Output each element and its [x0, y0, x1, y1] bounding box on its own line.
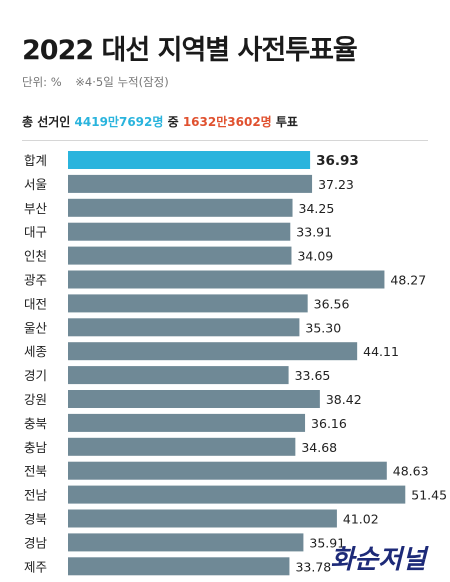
- value-label: 48.63: [393, 464, 429, 479]
- value-label: 35.91: [309, 535, 345, 550]
- category-label: 제주: [24, 559, 47, 574]
- category-label: 강원: [24, 392, 47, 407]
- cumulative-note: ※4·5일 누적(잠정): [75, 75, 169, 89]
- unit-label: 단위: %: [22, 75, 62, 89]
- value-label: 38.42: [326, 392, 362, 407]
- value-label: 41.02: [343, 512, 379, 527]
- value-label: 36.56: [314, 296, 350, 311]
- total-electors: 4419만7692명: [74, 115, 164, 129]
- bar: [68, 294, 308, 313]
- value-label: 33.78: [295, 559, 331, 574]
- bar: [68, 461, 387, 480]
- total-voters: 1632만3602명: [182, 115, 272, 129]
- value-label: 34.68: [301, 440, 337, 455]
- value-label: 34.09: [297, 249, 333, 264]
- chart-title: 2022 대선 지역별 사전투표율: [22, 35, 358, 66]
- category-label: 인천: [24, 249, 47, 264]
- bar: [68, 270, 385, 289]
- bar: [68, 557, 290, 576]
- bar-total: [68, 151, 311, 169]
- summary-suffix: 투표: [271, 115, 298, 129]
- bar: [68, 413, 306, 432]
- value-label: 37.23: [318, 177, 354, 192]
- watermark-logo: 화순저널: [330, 545, 426, 575]
- category-label: 경북: [24, 512, 47, 527]
- summary-prefix: 총 선거인: [22, 115, 75, 129]
- bar: [68, 366, 289, 385]
- bar: [68, 533, 304, 552]
- divider: [22, 140, 428, 141]
- value-label: 51.45: [411, 488, 447, 503]
- category-label: 세종: [24, 344, 47, 359]
- value-label: 48.27: [390, 273, 426, 288]
- bar: [68, 437, 296, 456]
- value-label: 34.25: [299, 201, 335, 216]
- bar: [68, 509, 337, 528]
- category-label: 전남: [24, 488, 48, 503]
- summary-line: 총 선거인 4419만7692명 중 1632만3602명 투표: [22, 113, 298, 130]
- category-label: 대전: [24, 296, 47, 311]
- category-label: 경남: [24, 535, 48, 550]
- value-label: 33.65: [295, 368, 331, 383]
- bar: [68, 198, 293, 217]
- value-label: 36.16: [311, 416, 347, 431]
- category-label: 합계: [24, 153, 47, 168]
- category-label: 부산: [24, 201, 48, 216]
- unit-line: 단위: % ※4·5일 누적(잠정): [22, 74, 169, 90]
- category-label: 광주: [24, 273, 47, 288]
- category-label: 충남: [24, 440, 48, 455]
- bar: [68, 246, 292, 265]
- bar: [68, 485, 406, 504]
- value-label: 44.11: [363, 344, 399, 359]
- value-label: 36.93: [316, 153, 359, 169]
- category-label: 울산: [24, 320, 48, 335]
- category-label: 서울: [24, 177, 47, 192]
- category-label: 전북: [24, 464, 47, 479]
- category-label: 경기: [24, 368, 47, 383]
- summary-middle: 중: [163, 115, 183, 129]
- value-label: 33.91: [296, 225, 332, 240]
- value-label: 35.30: [305, 320, 341, 335]
- bar: [68, 390, 320, 408]
- bar: [68, 174, 313, 193]
- bar: [68, 342, 358, 361]
- category-label: 대구: [24, 225, 47, 240]
- bar: [68, 222, 291, 241]
- bar: [68, 318, 300, 337]
- category-label: 충북: [24, 416, 47, 431]
